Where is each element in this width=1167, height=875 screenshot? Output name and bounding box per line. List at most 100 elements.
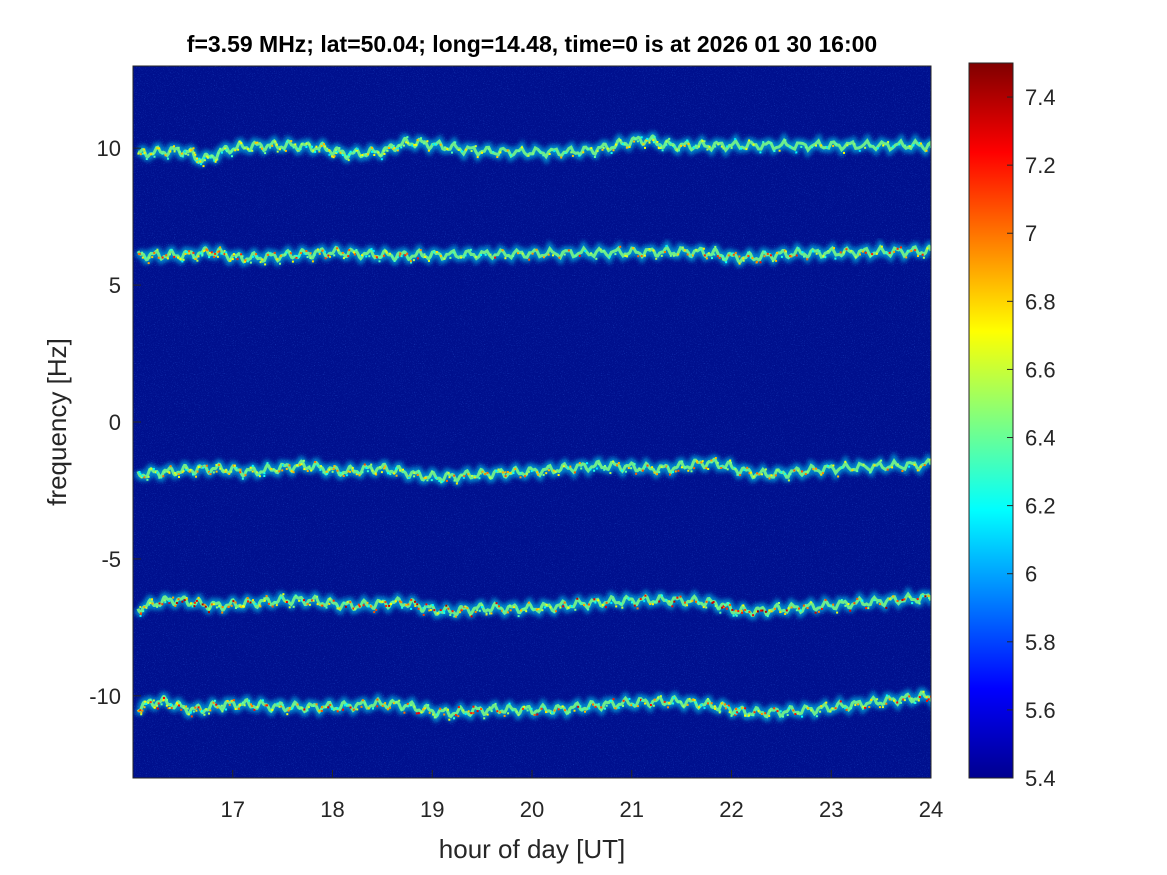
trace-speckle — [367, 605, 370, 608]
trace-speckle — [220, 151, 223, 154]
trace-speckle — [711, 257, 713, 260]
trace-speckle — [158, 476, 161, 479]
trace-speckle — [203, 157, 206, 160]
trace-speckle — [653, 471, 656, 474]
trace-speckle — [384, 250, 387, 252]
trace-speckle — [588, 707, 591, 710]
trace-speckle — [331, 707, 334, 710]
trace-speckle — [306, 256, 309, 258]
trace-speckle — [180, 708, 183, 711]
trace-speckle — [455, 482, 458, 485]
trace-speckle — [174, 473, 177, 476]
trace-speckle — [167, 707, 170, 710]
trace-speckle — [200, 252, 202, 255]
trace-speckle — [928, 597, 931, 600]
trace-speckle — [294, 143, 297, 146]
trace-speckle — [633, 463, 636, 466]
trace-speckle — [342, 257, 345, 260]
colorbar-gradient — [969, 63, 1013, 778]
trace-speckle — [365, 467, 368, 469]
trace-speckle — [671, 605, 674, 608]
trace-speckle — [356, 149, 359, 152]
trace-speckle — [653, 698, 656, 701]
trace-speckle — [797, 712, 799, 715]
trace-speckle — [620, 602, 623, 605]
trace-speckle — [787, 479, 790, 482]
trace-speckle — [275, 143, 278, 146]
trace-speckle — [898, 143, 901, 146]
trace-speckle — [652, 139, 655, 142]
trace-speckle — [416, 139, 419, 142]
trace-speckle — [833, 247, 835, 250]
trace-speckle — [366, 601, 369, 604]
trace-speckle — [549, 606, 552, 609]
trace-speckle — [922, 256, 925, 259]
trace-speckle — [328, 149, 331, 152]
trace-speckle — [908, 596, 911, 598]
trace-speckle — [576, 597, 579, 600]
trace-speckle — [655, 257, 658, 260]
trace-speckle — [169, 465, 172, 468]
trace-speckle — [213, 159, 216, 162]
trace-speckle — [749, 256, 752, 259]
trace-speckle — [651, 466, 654, 469]
trace-speckle — [600, 706, 603, 709]
trace-speckle — [181, 471, 184, 474]
trace-speckle — [250, 703, 252, 706]
trace-speckle — [332, 599, 335, 602]
trace-speckle — [148, 468, 151, 471]
trace-speckle — [562, 605, 565, 608]
trace-speckle — [192, 251, 195, 254]
trace-speckle — [309, 257, 312, 259]
trace-speckle — [284, 149, 287, 152]
trace-speckle — [588, 603, 590, 606]
trace-speckle — [139, 606, 142, 609]
trace-speckle — [705, 257, 708, 260]
trace-speckle — [333, 465, 336, 468]
trace-speckle — [316, 595, 319, 598]
trace-speckle — [259, 261, 262, 264]
trace-speckle — [789, 255, 792, 257]
trace-speckle — [635, 472, 638, 475]
trace-speckle — [832, 464, 835, 467]
trace-speckle — [545, 603, 548, 606]
trace-speckle — [573, 471, 576, 474]
trace-speckle — [876, 698, 879, 701]
trace-speckle — [703, 707, 706, 709]
trace-speckle — [527, 154, 530, 157]
trace-speckle — [185, 251, 188, 253]
trace-speckle — [686, 139, 689, 142]
trace-speckle — [392, 702, 395, 705]
trace-speckle — [441, 480, 444, 483]
trace-speckle — [776, 710, 779, 713]
trace-speckle — [644, 702, 646, 705]
trace-speckle — [476, 710, 479, 713]
trace-speckle — [443, 612, 446, 614]
trace-speckle — [169, 253, 171, 256]
trace-speckle — [278, 705, 281, 708]
trace-speckle — [806, 258, 809, 261]
trace-speckle — [484, 253, 487, 256]
trace-speckle — [888, 251, 891, 254]
trace-speckle — [896, 600, 899, 602]
background-noise — [133, 66, 931, 778]
trace-speckle — [819, 710, 822, 713]
trace-speckle — [157, 256, 160, 259]
trace-speckle — [881, 706, 884, 709]
trace-speckle — [399, 252, 402, 255]
trace-speckle — [644, 465, 647, 468]
trace-speckle — [839, 251, 842, 254]
trace-speckle — [290, 470, 293, 473]
trace-speckle — [810, 146, 813, 149]
trace-speckle — [672, 696, 675, 699]
trace-speckle — [873, 464, 876, 467]
trace-speckle — [424, 476, 427, 479]
trace-speckle — [903, 598, 906, 601]
trace-speckle — [261, 258, 264, 261]
trace-speckle — [927, 594, 930, 597]
trace-speckle — [797, 247, 800, 250]
trace-speckle — [677, 701, 680, 704]
trace-speckle — [225, 149, 228, 151]
trace-speckle — [400, 601, 403, 604]
traces-layer — [133, 131, 931, 724]
